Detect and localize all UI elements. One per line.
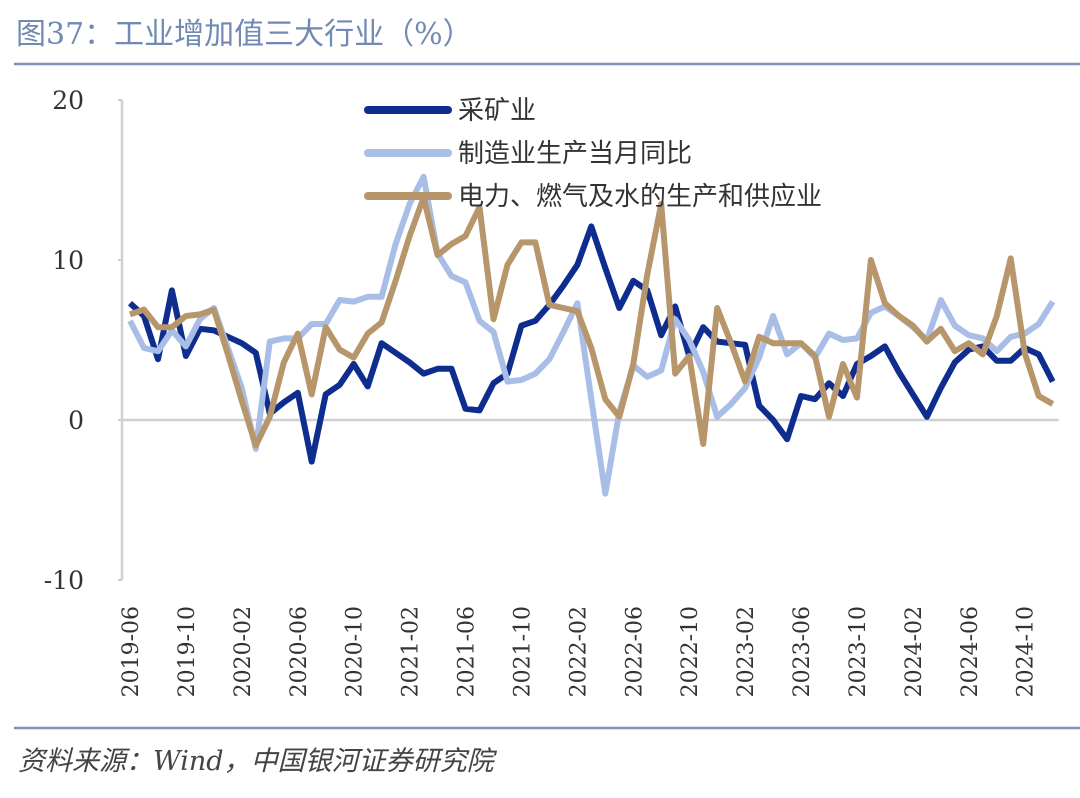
series-line: [127, 223, 1056, 465]
x-tick-label: 2024-10: [1014, 606, 1039, 697]
legend-label: 采矿业: [458, 96, 536, 126]
legend-label: 制造业生产当月同比: [458, 139, 692, 169]
x-tick-label: 2024-06: [958, 606, 983, 697]
x-tick-label: 2021-02: [399, 606, 424, 697]
y-tick-label: 20: [52, 86, 84, 115]
x-tick-label: 2020-06: [287, 606, 312, 697]
x-tick-label: 2023-06: [790, 606, 815, 697]
x-tick-label: 2019-06: [119, 606, 144, 697]
x-tick-label: 2019-10: [175, 606, 200, 697]
x-tick-label: 2024-02: [902, 606, 927, 697]
x-tick-label: 2020-02: [231, 606, 256, 697]
x-tick-label: 2023-10: [846, 606, 871, 697]
source-note: 资料来源：Wind，中国银河证券研究院: [18, 746, 498, 777]
x-tick-label: 2020-10: [343, 606, 368, 697]
series-line: [129, 194, 1055, 449]
x-tick-label: 2021-06: [455, 606, 480, 697]
x-tick-label: 2022-02: [566, 606, 591, 697]
y-tick-label: 10: [52, 246, 84, 275]
x-tick-label: 2022-06: [622, 606, 647, 697]
y-tick-label: 0: [68, 406, 84, 435]
legend-label: 电力、燃气及水的生产和供应业: [458, 182, 822, 212]
x-tick-label: 2021-10: [510, 606, 535, 697]
x-tick-label: 2022-10: [678, 606, 703, 697]
x-tick-label: 2023-02: [734, 606, 759, 697]
y-tick-label: -10: [44, 566, 84, 595]
chart-title: 图37：工业增加值三大行业（%）: [16, 17, 473, 52]
